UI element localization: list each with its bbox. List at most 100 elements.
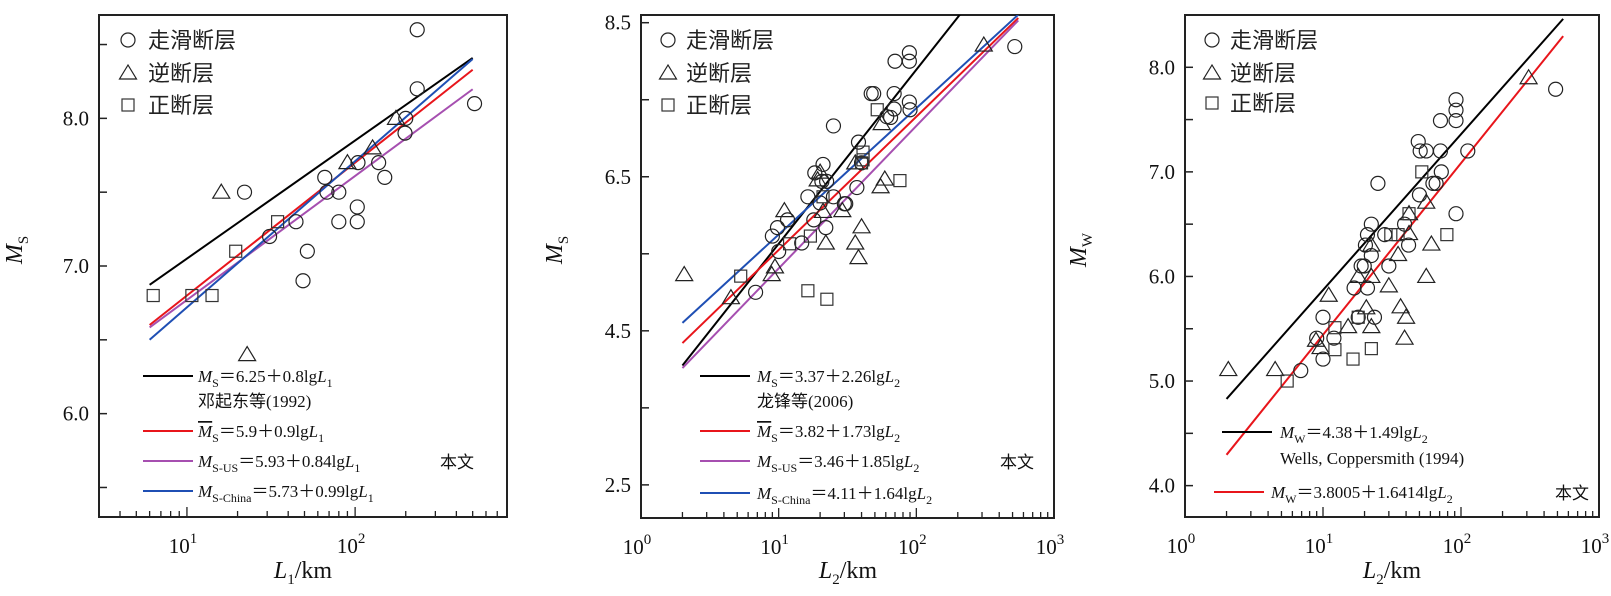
- text-part: ＝4.11＋1.64lg: [811, 484, 918, 503]
- text-part: M: [756, 452, 772, 471]
- triangle-marker: [813, 202, 833, 219]
- triangle-marker: [1379, 276, 1399, 293]
- triangle-marker: [774, 201, 794, 218]
- circle-marker: [1293, 362, 1309, 379]
- circle-marker: [319, 184, 335, 200]
- x-tick-label: 103: [1581, 531, 1610, 558]
- legend-equation: MS-China＝4.11＋1.64lgL2: [756, 484, 932, 507]
- text-part: M: [197, 482, 213, 501]
- square-marker: [782, 237, 797, 251]
- circle-marker: [814, 173, 830, 189]
- series-triangle: [674, 35, 994, 305]
- circle-marker: [1346, 280, 1362, 296]
- text-part: S-US: [212, 461, 238, 475]
- circle-marker: [1418, 143, 1434, 159]
- x-axis-title: L1/km: [273, 558, 333, 588]
- text-part: M: [542, 242, 568, 265]
- circle-marker: [120, 32, 136, 48]
- circle-marker: [1007, 38, 1023, 55]
- regression-line: [148, 58, 474, 341]
- circle-marker: [1425, 175, 1441, 191]
- text-part: L: [903, 452, 913, 471]
- text-part: 1: [287, 572, 295, 588]
- square-marker: [801, 284, 815, 298]
- circle-marker: [1359, 227, 1376, 243]
- text-part: S: [556, 236, 572, 244]
- y-tick-label: 2.5: [605, 473, 631, 497]
- text-part: L: [308, 422, 318, 441]
- regression-line: [149, 88, 474, 329]
- triangle-marker: [1361, 235, 1381, 252]
- text-part: 2: [1422, 432, 1428, 446]
- text-part: 10: [1305, 534, 1326, 558]
- series-square: [1280, 165, 1454, 388]
- series-triangle: [211, 109, 406, 362]
- x-tick-label: 102: [1443, 531, 1472, 558]
- y-tick-label: 6.0: [63, 402, 89, 426]
- text-part: L: [818, 558, 832, 584]
- regression-line: [149, 57, 474, 286]
- circle-marker: [1363, 247, 1379, 264]
- text-part: 1: [318, 431, 324, 445]
- triangle-marker: [848, 248, 869, 265]
- text-part: W: [1080, 232, 1096, 247]
- text-part: 2: [919, 532, 927, 548]
- triangle-marker: [1356, 298, 1376, 315]
- triangle-marker: [1416, 193, 1436, 209]
- circle-marker: [901, 94, 917, 110]
- circle-marker: [887, 53, 903, 69]
- y-axis-title: MW: [1066, 232, 1096, 268]
- square-marker: [870, 103, 884, 117]
- y-tick-label: 4.0: [1149, 474, 1175, 498]
- text-part: M: [197, 367, 213, 386]
- legend-label: 走滑断层: [148, 28, 236, 53]
- circle-marker: [236, 184, 253, 200]
- line-legend: MS＝3.37＋2.26lgL2龙锋等(2006)MS＝3.82＋1.73lgL…: [700, 367, 1034, 507]
- square-marker: [816, 190, 830, 204]
- regression-line: [1225, 18, 1564, 400]
- triangle-marker: [816, 233, 836, 250]
- text-part: 2: [1447, 492, 1453, 506]
- triangle-marker: [1399, 224, 1419, 241]
- triangle-marker: [1388, 245, 1408, 262]
- regression-line: [681, 19, 1019, 369]
- circle-marker: [295, 273, 311, 289]
- square-marker: [661, 98, 675, 112]
- text-part: 2: [894, 431, 900, 445]
- text-part: S-China: [212, 491, 252, 505]
- legend-label: 正断层: [148, 93, 214, 118]
- text-part: ＝5.73＋0.99lg: [252, 482, 359, 501]
- triangle-marker: [1348, 267, 1368, 284]
- plot-frame: [640, 14, 1055, 519]
- text-part: 10: [1036, 535, 1057, 559]
- circle-marker: [299, 243, 315, 259]
- text-part: 10: [623, 535, 644, 559]
- square-marker: [185, 288, 199, 303]
- text-part: 2: [1376, 572, 1384, 588]
- legend-equation: MW＝3.8005＋1.6414lgL2: [1270, 483, 1453, 506]
- regression-line: [681, 15, 961, 367]
- legend-label: 逆断层: [1230, 61, 1296, 86]
- legend-label: 正断层: [1230, 91, 1296, 116]
- circle-marker: [779, 212, 796, 228]
- triangle-marker: [1202, 63, 1222, 80]
- text-part: 2: [926, 493, 932, 507]
- text-part: 3: [1057, 532, 1065, 548]
- circle-marker: [1448, 102, 1464, 118]
- circle-marker: [1432, 113, 1449, 129]
- triangle-marker: [1265, 360, 1285, 377]
- triangle-marker: [237, 345, 257, 362]
- legend-equation: MS＝5.9＋0.9lgL1: [197, 422, 324, 445]
- this-paper-label: 本文: [440, 453, 474, 472]
- x-tick-label: 101: [1305, 531, 1334, 558]
- circle-marker: [863, 85, 879, 102]
- circle-marker: [1400, 237, 1417, 253]
- text-part: M: [756, 422, 772, 441]
- triangle-marker: [211, 183, 231, 199]
- circle-marker: [849, 179, 865, 196]
- legend-equation: MS-US＝3.46＋1.85lgL2: [756, 452, 919, 475]
- text-part: L: [1436, 483, 1446, 502]
- x-tick-label: 101: [760, 532, 789, 559]
